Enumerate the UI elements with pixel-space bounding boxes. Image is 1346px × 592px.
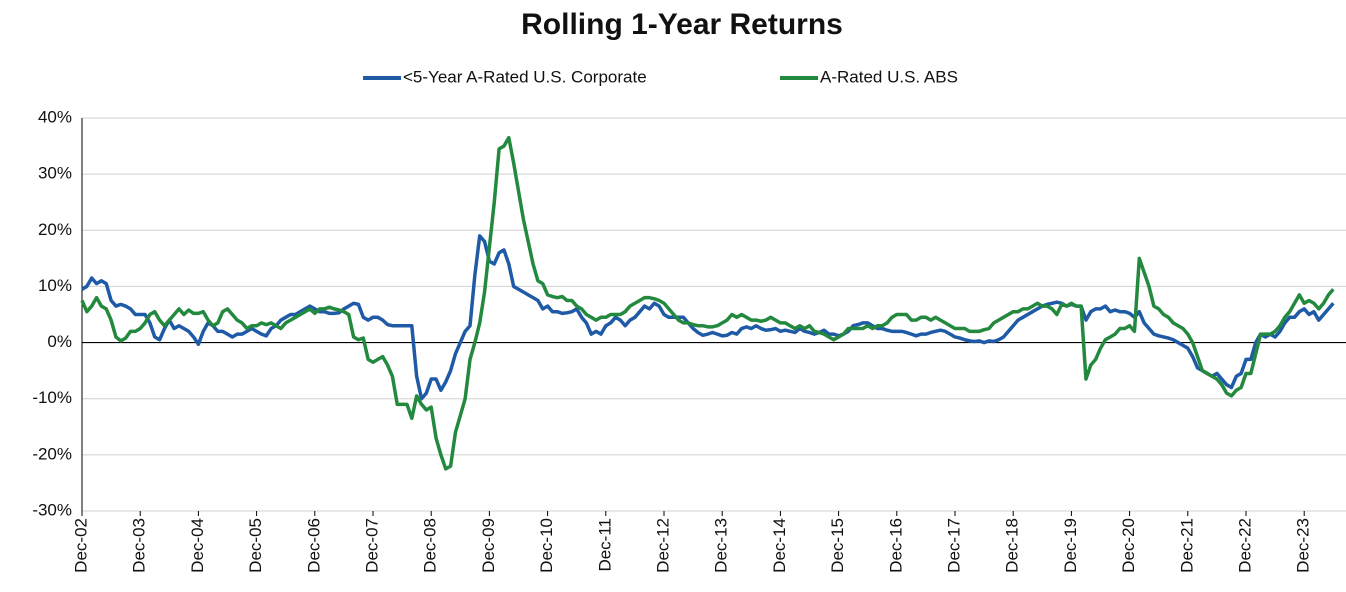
x-tick-label: Dec-06	[304, 518, 323, 573]
x-tick-label: Dec-09	[479, 518, 498, 573]
legend-label: <5-Year A-Rated U.S. Corporate	[403, 67, 647, 86]
x-tick-label: Dec-14	[770, 518, 789, 573]
y-tick-label: 30%	[38, 164, 72, 183]
x-tick-label: Dec-21	[1177, 518, 1196, 573]
y-tick-label: -30%	[32, 500, 72, 519]
x-tick-label: Dec-04	[188, 518, 207, 573]
x-tick-label: Dec-15	[828, 518, 847, 573]
series-line	[80, 135, 1335, 471]
y-tick-label: 0%	[47, 332, 72, 351]
y-tick-label: -20%	[32, 444, 72, 463]
x-tick-label: Dec-07	[362, 518, 381, 573]
x-tick-label: Dec-02	[71, 518, 90, 573]
x-tick-label: Dec-10	[537, 518, 556, 573]
y-tick-label: 20%	[38, 220, 72, 239]
x-tick-label: Dec-22	[1235, 518, 1254, 573]
x-tick-label: Dec-20	[1119, 518, 1138, 573]
x-tick-label: Dec-17	[944, 518, 963, 573]
x-tick-label: Dec-23	[1294, 518, 1313, 573]
x-tick-label: Dec-19	[1061, 518, 1080, 573]
x-tick-label: Dec-16	[886, 518, 905, 573]
x-tick-label: Dec-05	[246, 518, 265, 573]
y-tick-label: 10%	[38, 276, 72, 295]
y-tick-label: 40%	[38, 107, 72, 126]
x-tick-label: Dec-18	[1003, 518, 1022, 573]
x-tick-label: Dec-03	[130, 518, 149, 573]
chart-title: Rolling 1-Year Returns	[521, 8, 843, 41]
y-tick-label: -10%	[32, 388, 72, 407]
x-tick-label: Dec-13	[712, 518, 731, 573]
series-line	[81, 234, 1335, 401]
legend-label: A-Rated U.S. ABS	[820, 67, 958, 86]
x-tick-label: Dec-08	[421, 518, 440, 573]
x-tick-label: Dec-12	[653, 518, 672, 573]
x-tick-label: Dec-11	[595, 518, 614, 572]
